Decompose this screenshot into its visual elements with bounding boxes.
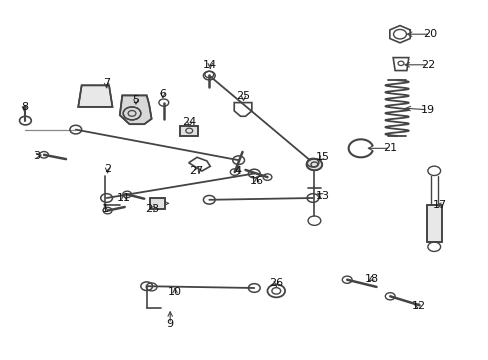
Text: 26: 26 <box>269 278 283 288</box>
Text: 23: 23 <box>145 204 159 214</box>
Circle shape <box>306 159 322 170</box>
Text: 7: 7 <box>103 78 110 88</box>
Bar <box>180 126 198 136</box>
Text: 27: 27 <box>189 166 203 176</box>
Bar <box>150 198 164 209</box>
Bar <box>426 206 441 242</box>
Text: 16: 16 <box>249 176 263 186</box>
Text: 14: 14 <box>203 60 217 70</box>
Text: 4: 4 <box>234 166 241 176</box>
Polygon shape <box>120 95 151 124</box>
Polygon shape <box>78 85 112 107</box>
Text: 22: 22 <box>420 60 435 70</box>
Text: 15: 15 <box>315 152 329 162</box>
Text: 8: 8 <box>21 102 28 112</box>
Text: 11: 11 <box>117 193 130 203</box>
Text: 3: 3 <box>33 150 40 161</box>
Text: 12: 12 <box>411 301 425 311</box>
Bar <box>180 126 198 136</box>
Text: 10: 10 <box>168 287 182 297</box>
Text: 18: 18 <box>364 274 378 284</box>
Text: 5: 5 <box>132 95 139 105</box>
Text: 6: 6 <box>159 89 166 99</box>
Bar <box>150 198 164 209</box>
Text: 17: 17 <box>432 200 446 210</box>
Text: 25: 25 <box>236 91 250 102</box>
Text: 9: 9 <box>166 319 173 329</box>
Text: 20: 20 <box>423 29 436 39</box>
Text: 1: 1 <box>102 204 108 214</box>
Text: 19: 19 <box>420 105 434 115</box>
Circle shape <box>123 107 141 120</box>
Text: 24: 24 <box>182 117 197 127</box>
Text: 2: 2 <box>104 164 111 174</box>
Text: 13: 13 <box>315 191 329 201</box>
Bar <box>426 206 441 242</box>
Text: 21: 21 <box>383 143 396 153</box>
